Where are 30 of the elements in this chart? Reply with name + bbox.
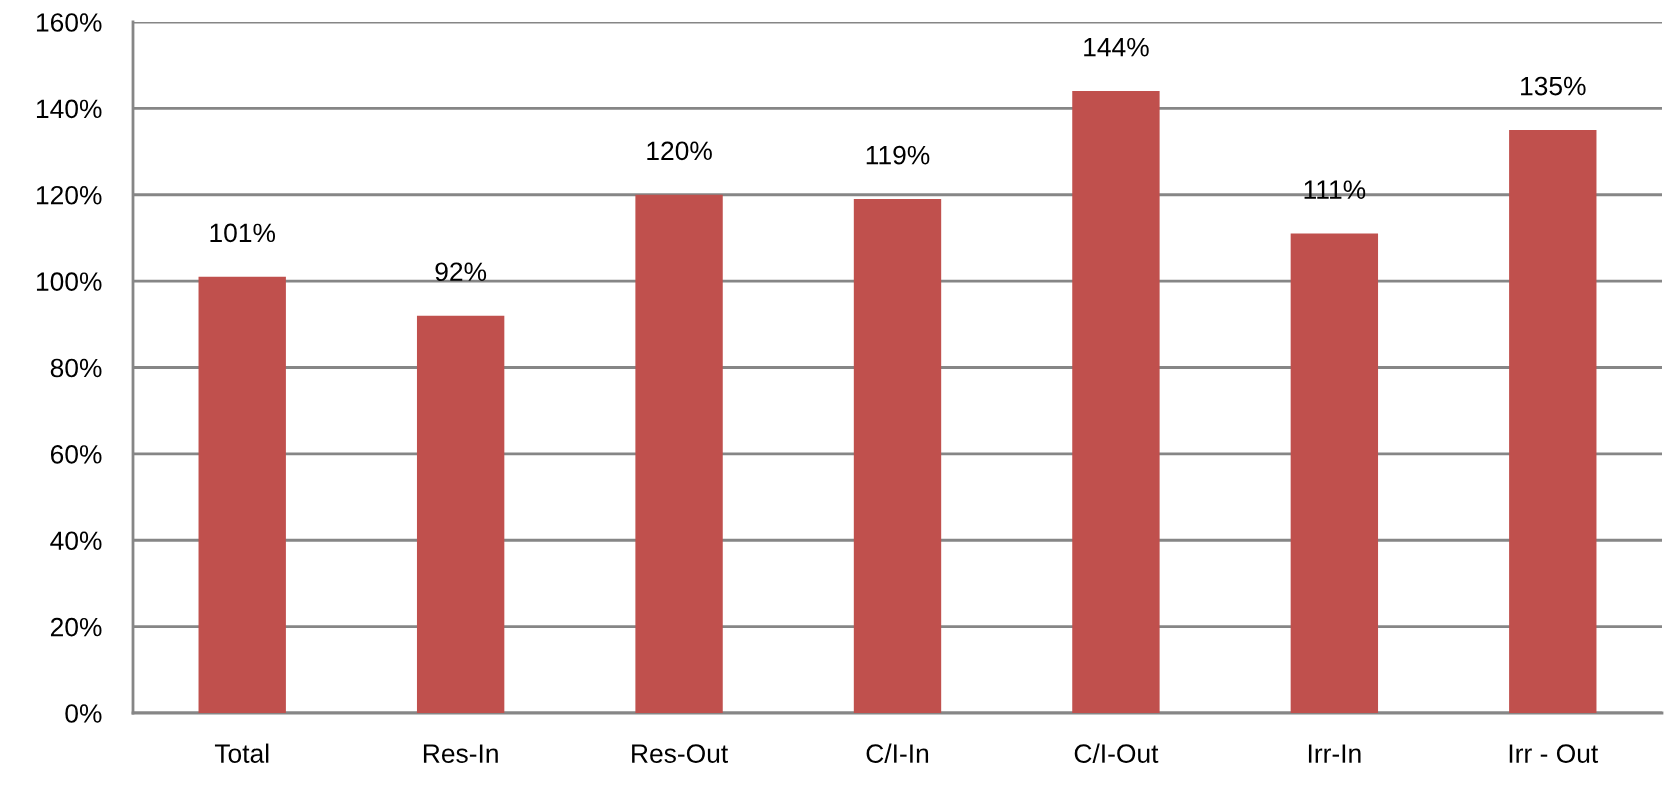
bar	[635, 194, 723, 713]
data-label: 120%	[647, 141, 712, 161]
y-tick-label: 140%	[36, 99, 102, 119]
y-tick-label: 20%	[50, 617, 102, 637]
data-label: 144%	[1084, 37, 1149, 57]
data-label: 135%	[1521, 76, 1586, 96]
y-tick-label: 40%	[50, 531, 102, 551]
y-tick-label: 120%	[36, 185, 102, 205]
y-tick-label: 60%	[50, 445, 102, 464]
y-tick-label: 100%	[36, 272, 102, 291]
x-tick-label: Res-Out	[632, 744, 728, 763]
x-tick-label: C/I-Out	[1074, 743, 1159, 763]
data-label: 101%	[210, 223, 276, 243]
x-tick-label: Total	[214, 743, 269, 763]
data-label: 92%	[435, 262, 487, 282]
bar	[416, 315, 505, 713]
bar	[853, 199, 942, 713]
bar	[1290, 233, 1379, 713]
bar	[1509, 129, 1597, 713]
bar	[198, 276, 286, 713]
x-tick-label: C/I-In	[866, 743, 929, 763]
x-tick-label: Irr-In	[1308, 744, 1361, 763]
x-tick-label: Irr - Out	[1509, 744, 1599, 763]
y-tick-label: 80%	[50, 358, 102, 378]
data-label: 119%	[866, 145, 930, 165]
y-tick-label: 0%	[65, 704, 102, 723]
x-tick-label: Res-In	[423, 744, 498, 763]
y-tick-label: 160%	[36, 13, 102, 32]
data-label: 111%	[1304, 180, 1366, 199]
bar	[1072, 91, 1160, 713]
